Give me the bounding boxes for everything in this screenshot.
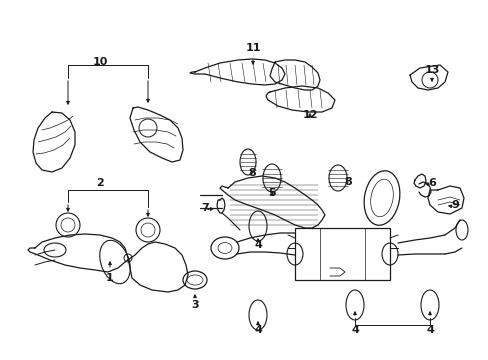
Text: 2: 2 <box>96 178 103 188</box>
Text: 13: 13 <box>424 65 439 75</box>
Text: 10: 10 <box>92 57 107 67</box>
Text: 9: 9 <box>450 200 458 210</box>
Text: 11: 11 <box>245 43 260 53</box>
Text: 3: 3 <box>191 300 199 310</box>
Text: 4: 4 <box>350 325 358 335</box>
Text: 4: 4 <box>254 240 262 250</box>
Text: 4: 4 <box>425 325 433 335</box>
Text: 6: 6 <box>427 178 435 188</box>
Text: 4: 4 <box>254 325 262 335</box>
Text: 12: 12 <box>302 110 317 120</box>
Text: 7: 7 <box>201 203 208 213</box>
Text: 5: 5 <box>267 188 275 198</box>
Text: 8: 8 <box>247 168 255 178</box>
Text: 8: 8 <box>344 177 351 187</box>
Text: 1: 1 <box>106 273 114 283</box>
